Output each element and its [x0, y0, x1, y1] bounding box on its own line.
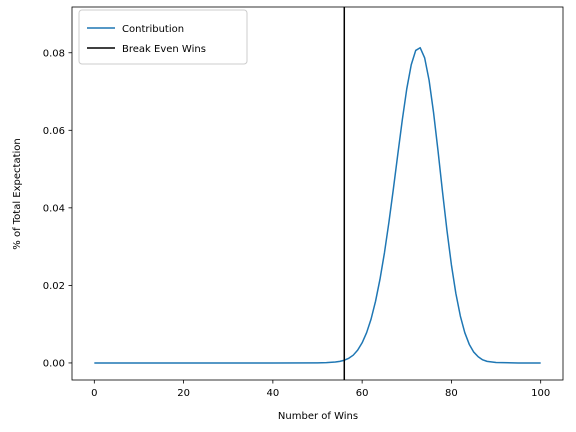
- contribution-line: [94, 46, 541, 364]
- legend-box: [78, 9, 248, 65]
- legend: Contribution Break Even Wins: [78, 9, 248, 65]
- x-tick-label: 40: [266, 388, 279, 399]
- legend-label-contribution: Contribution: [122, 24, 184, 35]
- axes: 0 20 40 60 80 100 0.00 0.02 0.04 0.06 0.08: [43, 6, 564, 399]
- y-tick-label: 0.02: [43, 281, 65, 292]
- y-tick-label: 0.06: [43, 126, 65, 137]
- plot-area: [94, 7, 541, 380]
- y-tick-label: 0.08: [43, 48, 65, 59]
- x-tick-label: 60: [356, 388, 369, 399]
- x-tick-label: 20: [177, 388, 190, 399]
- x-axis-label: Number of Wins: [278, 411, 358, 422]
- y-tick-label: 0.00: [43, 358, 65, 369]
- legend-label-break-even: Break Even Wins: [122, 44, 206, 55]
- x-tick-label: 0: [91, 388, 97, 399]
- y-axis-label: % of Total Expectation: [12, 138, 23, 249]
- axes-frame: [71, 6, 564, 381]
- x-tick-label: 100: [531, 388, 550, 399]
- y-tick-label: 0.04: [43, 203, 65, 214]
- x-tick-label: 80: [445, 388, 458, 399]
